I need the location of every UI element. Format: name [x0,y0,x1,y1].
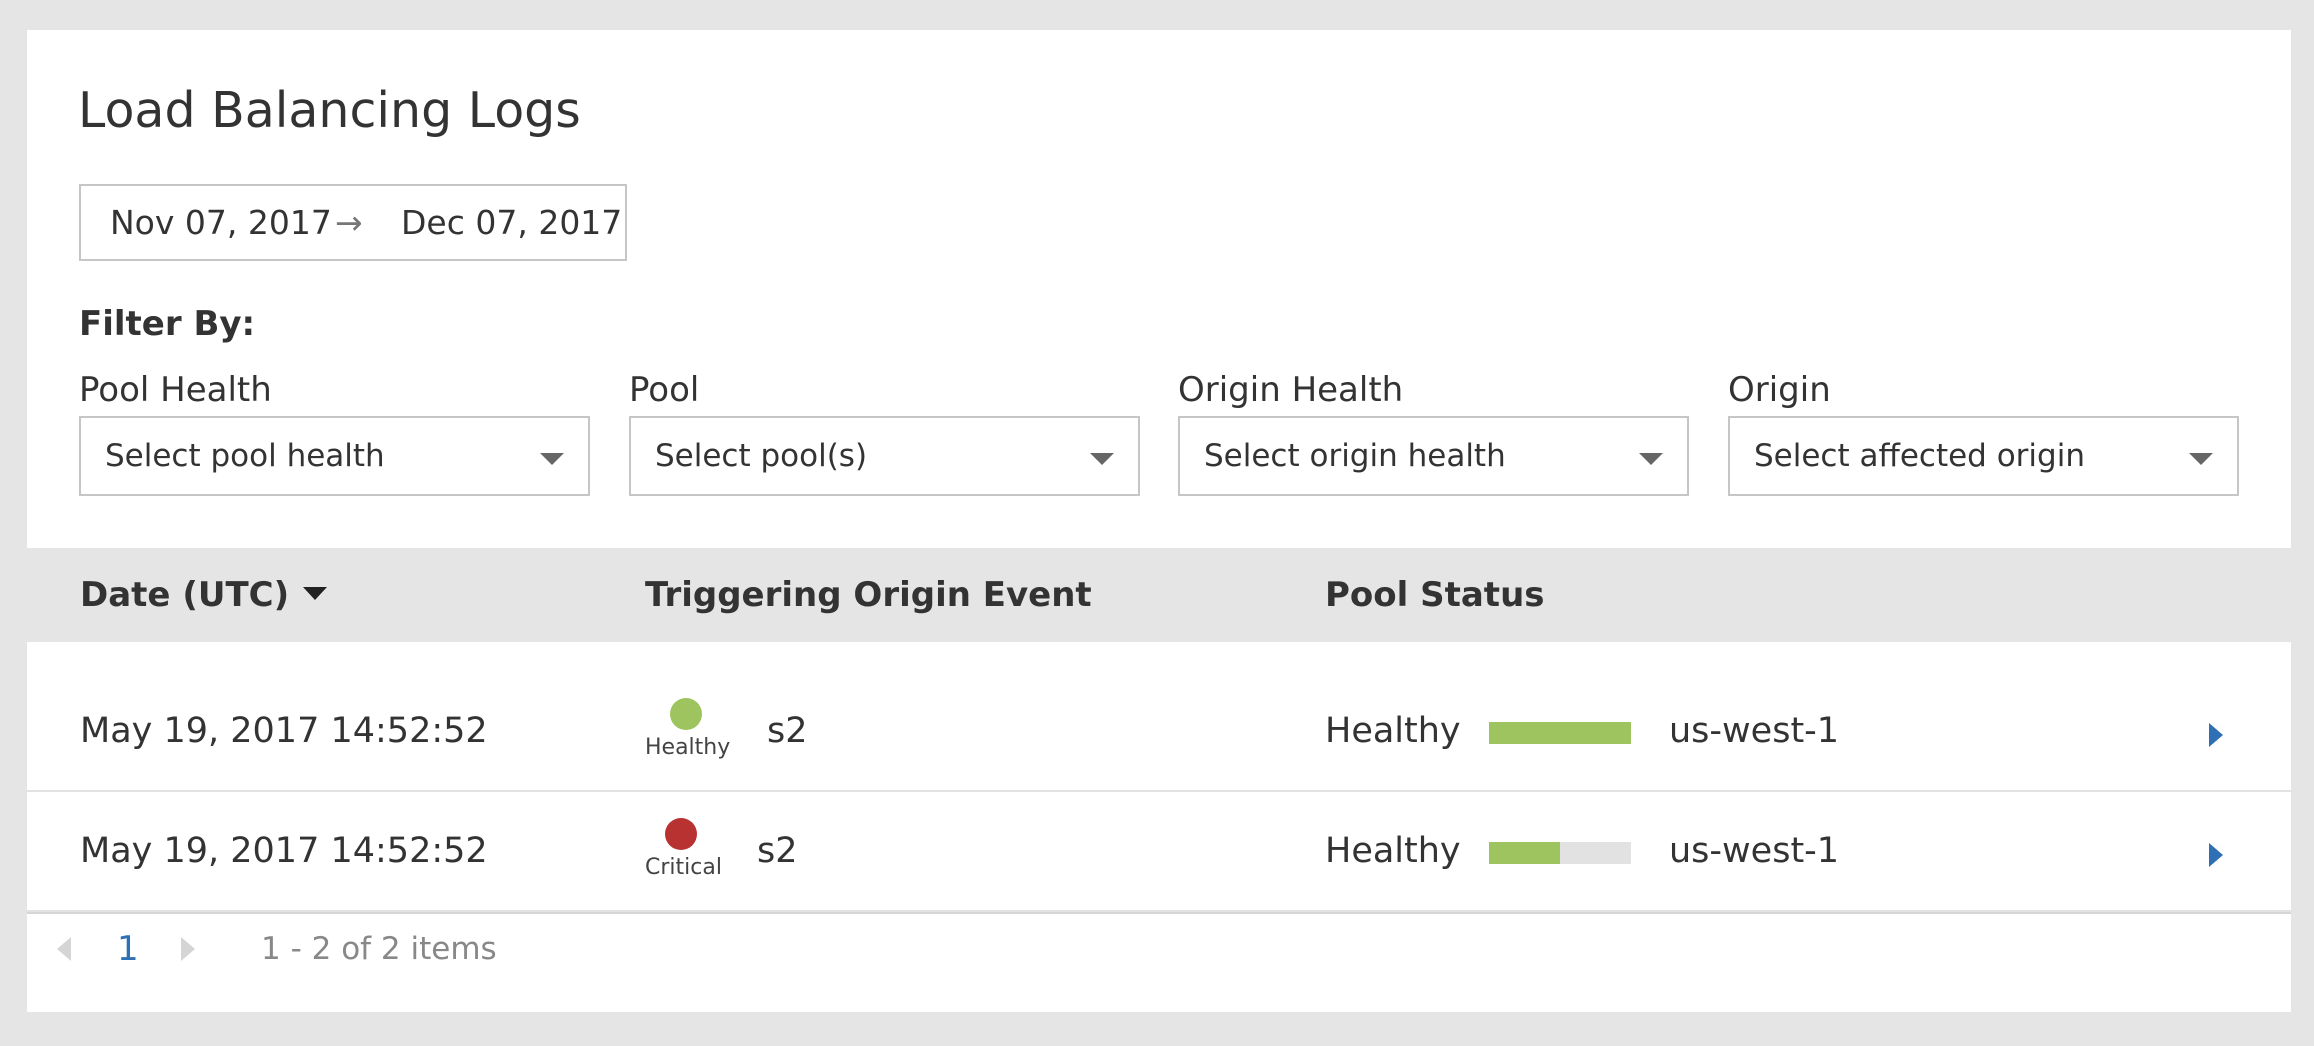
origin-select-placeholder: Select affected origin [1754,438,2085,474]
chevron-right-icon[interactable] [181,937,195,961]
table-row[interactable]: May 19, 2017 14:52:52 Healthy s2 Healthy… [27,672,2291,792]
pager-summary: 1 - 2 of 2 items [261,931,497,967]
column-header-triggering-origin-event: Triggering Origin Event [645,575,1092,615]
origin-health-select-placeholder: Select origin health [1204,438,1506,474]
origin-health-select[interactable]: Select origin health [1178,416,1689,496]
origin-health-label: Critical [645,855,722,880]
chevron-right-icon[interactable] [2209,843,2223,867]
origin-name: s2 [767,711,808,751]
pool-health-label: Healthy [1325,831,1461,871]
filter-label-origin-health: Origin Health [1178,370,1404,410]
pool-health-bar [1489,722,1631,744]
pager-page-number[interactable]: 1 [117,929,139,969]
pool-select-placeholder: Select pool(s) [655,438,868,474]
row-date: May 19, 2017 14:52:52 [80,711,488,751]
page-title: Load Balancing Logs [78,82,581,139]
chevron-left-icon[interactable] [57,937,71,961]
column-header-date-label: Date (UTC) [80,575,290,615]
pool-health-bar-fill [1489,722,1631,744]
table-divider [27,912,2291,914]
sort-descending-icon[interactable] [303,587,328,600]
column-header-pool-status: Pool Status [1325,575,1545,615]
pool-health-select-placeholder: Select pool health [105,438,385,474]
date-range-start[interactable]: Nov 07, 2017 [110,203,332,242]
origin-health-dot [670,698,702,730]
chevron-right-icon[interactable] [2209,723,2223,747]
caret-down-icon [1639,453,1663,465]
row-date: May 19, 2017 14:52:52 [80,831,488,871]
origin-health-label: Healthy [645,735,731,760]
origin-health-dot [665,818,697,850]
logs-card: Load Balancing Logs Nov 07, 2017 → Dec 0… [27,30,2291,1012]
pool-name: us-west-1 [1669,831,1840,871]
origin-name: s2 [757,831,798,871]
pool-health-label: Healthy [1325,711,1461,751]
arrow-right-icon: → [335,203,363,242]
filter-by-heading: Filter By: [79,304,256,344]
date-range-end[interactable]: Dec 07, 2017 [401,203,623,242]
table-row[interactable]: May 19, 2017 14:52:52 Critical s2 Health… [27,792,2291,912]
caret-down-icon [540,453,564,465]
caret-down-icon [2189,453,2213,465]
caret-down-icon [1090,453,1114,465]
table-header: Date (UTC) Triggering Origin Event Pool … [27,548,2291,642]
date-range-picker[interactable]: Nov 07, 2017 → Dec 07, 2017 [79,184,627,261]
pool-select[interactable]: Select pool(s) [629,416,1140,496]
column-header-date[interactable]: Date (UTC) [80,548,328,642]
pool-name: us-west-1 [1669,711,1840,751]
filter-label-pool-health: Pool Health [79,370,272,410]
filter-label-origin: Origin [1728,370,1831,410]
pool-health-select[interactable]: Select pool health [79,416,590,496]
filter-label-pool: Pool [629,370,700,410]
origin-select[interactable]: Select affected origin [1728,416,2239,496]
pool-health-bar-fill [1489,842,1560,864]
pool-health-bar [1489,842,1631,864]
